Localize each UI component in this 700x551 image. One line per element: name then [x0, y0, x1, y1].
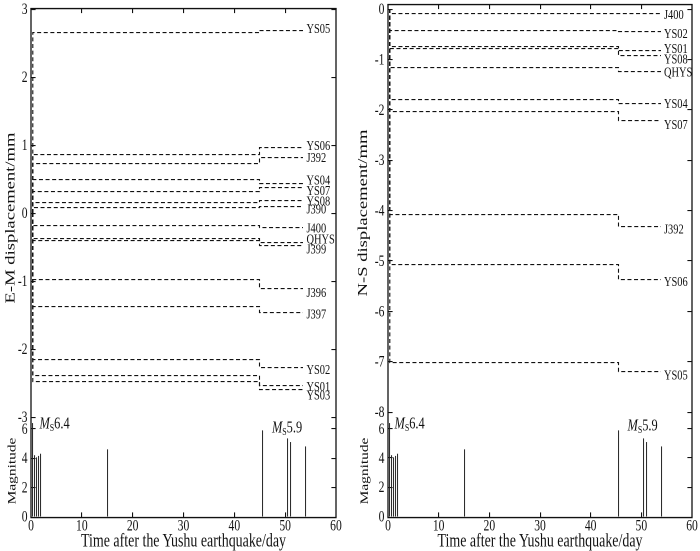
- svg-text:10: 10: [76, 517, 88, 534]
- svg-text:6: 6: [22, 420, 28, 437]
- svg-text:N-S displacement/mm: N-S displacement/mm: [354, 129, 370, 296]
- svg-text:2: 2: [379, 479, 385, 496]
- svg-text:0: 0: [28, 517, 34, 534]
- svg-text:2: 2: [22, 69, 28, 86]
- svg-text:YS08: YS08: [664, 51, 688, 67]
- svg-text:-2: -2: [18, 341, 28, 358]
- svg-text:YS06: YS06: [307, 138, 331, 154]
- svg-text:YS05: YS05: [664, 367, 688, 383]
- svg-text:0: 0: [379, 1, 385, 18]
- svg-text:YS01: YS01: [664, 41, 688, 57]
- svg-text:40: 40: [229, 517, 241, 534]
- svg-text:-1: -1: [18, 273, 28, 290]
- svg-text:40: 40: [585, 517, 597, 534]
- svg-text:Time after the Yushu earthquak: Time after the Yushu earthquake/day: [437, 529, 643, 550]
- svg-text:J390: J390: [307, 201, 327, 217]
- svg-text:MS6.4: MS6.4: [394, 415, 426, 435]
- svg-text:60: 60: [686, 517, 698, 534]
- svg-text:YS01: YS01: [307, 379, 331, 395]
- svg-text:-2: -2: [375, 101, 385, 118]
- svg-text:YS02: YS02: [664, 26, 688, 42]
- svg-text:0: 0: [22, 205, 28, 222]
- svg-text:20: 20: [484, 517, 496, 534]
- svg-text:-4: -4: [375, 202, 385, 219]
- svg-text:MS6.4: MS6.4: [39, 415, 71, 435]
- svg-text:J400: J400: [307, 220, 327, 236]
- svg-text:YS07: YS07: [307, 183, 331, 199]
- svg-text:-1: -1: [375, 51, 385, 68]
- svg-text:J399: J399: [307, 241, 327, 257]
- svg-text:0: 0: [379, 508, 385, 525]
- svg-text:J400: J400: [664, 7, 684, 23]
- svg-text:-3: -3: [18, 409, 28, 426]
- svg-text:10: 10: [433, 517, 445, 534]
- svg-text:YS04: YS04: [307, 172, 331, 188]
- svg-text:2: 2: [22, 479, 28, 496]
- svg-text:YS03: YS03: [307, 387, 331, 403]
- svg-text:30: 30: [178, 517, 190, 534]
- svg-text:0: 0: [385, 517, 391, 534]
- svg-text:20: 20: [127, 517, 139, 534]
- svg-text:YS04: YS04: [664, 96, 688, 112]
- svg-text:Time after the Yushu earthquak: Time after the Yushu earthquake/day: [81, 529, 287, 550]
- svg-text:YS06: YS06: [664, 274, 688, 290]
- svg-text:6: 6: [379, 420, 385, 437]
- svg-text:50: 50: [636, 517, 648, 534]
- svg-text:Magnitude: Magnitude: [358, 438, 371, 505]
- svg-text:-8: -8: [375, 404, 385, 421]
- svg-text:J396: J396: [307, 285, 327, 301]
- svg-text:30: 30: [534, 517, 546, 534]
- svg-text:3: 3: [22, 1, 28, 18]
- svg-text:YS07: YS07: [664, 116, 688, 132]
- svg-text:YS02: YS02: [307, 362, 331, 378]
- svg-text:J392: J392: [307, 150, 327, 166]
- svg-text:4: 4: [379, 449, 385, 466]
- svg-text:1: 1: [22, 137, 28, 154]
- svg-text:J397: J397: [307, 306, 327, 322]
- svg-text:50: 50: [279, 517, 291, 534]
- svg-text:-7: -7: [375, 353, 385, 370]
- svg-text:Magnitude: Magnitude: [5, 438, 18, 505]
- svg-text:YS05: YS05: [307, 21, 331, 37]
- svg-text:4: 4: [22, 450, 28, 467]
- svg-text:E-M displacement/mm: E-M displacement/mm: [2, 132, 18, 303]
- svg-text:MS5.9: MS5.9: [271, 419, 302, 439]
- svg-text:MS5.9: MS5.9: [627, 417, 658, 437]
- svg-text:-6: -6: [375, 303, 385, 320]
- svg-text:0: 0: [22, 508, 28, 525]
- svg-text:60: 60: [330, 517, 342, 534]
- svg-text:-3: -3: [375, 152, 385, 169]
- svg-text:QHYS: QHYS: [664, 64, 692, 80]
- svg-text:-5: -5: [375, 252, 385, 269]
- svg-text:J392: J392: [664, 221, 684, 237]
- svg-text:YS08: YS08: [307, 193, 331, 209]
- svg-text:QHYS: QHYS: [307, 231, 335, 247]
